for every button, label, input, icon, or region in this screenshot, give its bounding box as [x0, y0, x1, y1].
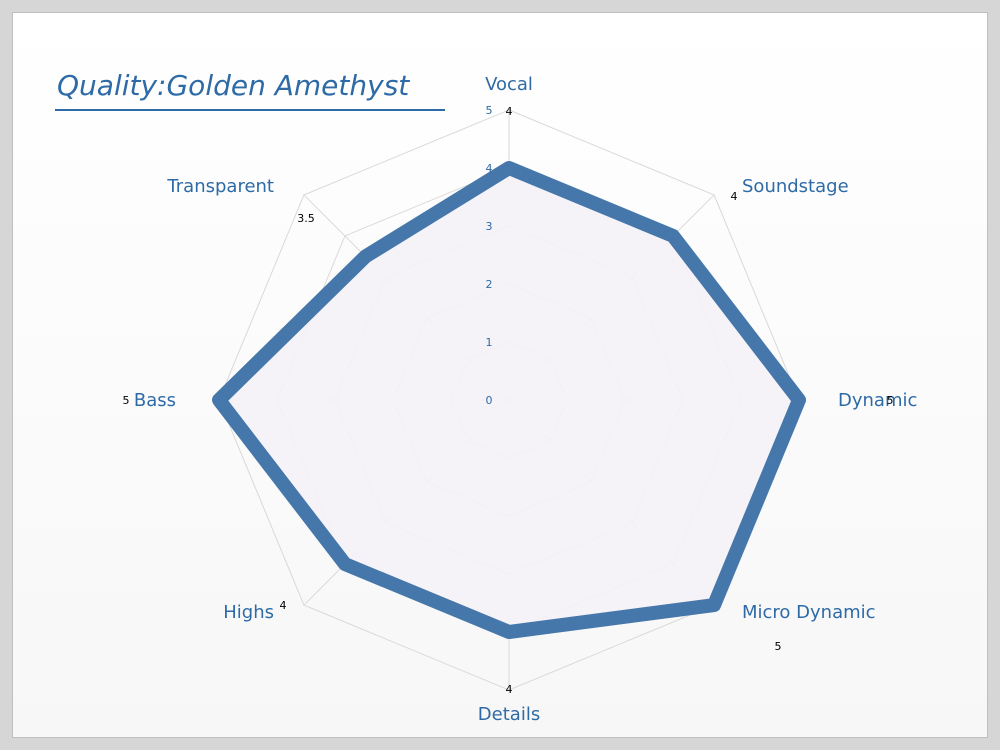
category-label-micro-dynamic: Micro Dynamic: [742, 602, 876, 623]
category-label-highs: Highs: [223, 602, 274, 623]
tick-label-0: 0: [486, 394, 493, 407]
data-label-6: 5: [123, 394, 130, 407]
series-point-5: [343, 563, 346, 566]
data-label-0: 4: [506, 105, 513, 118]
radial-ticks: 0 1 2 3 4 5: [486, 104, 493, 407]
chart-title: Quality:Golden Amethyst: [57, 69, 410, 102]
series-point-3: [713, 604, 716, 607]
category-label-transparent: Transparent: [166, 176, 274, 197]
series-point-4: [508, 631, 510, 633]
data-label-5: 4: [280, 599, 287, 612]
category-label-bass: Bass: [134, 390, 176, 411]
tick-label-3: 3: [486, 220, 493, 233]
data-label-1: 4: [731, 190, 738, 203]
category-label-vocal: Vocal: [485, 74, 533, 95]
series-point-1: [672, 234, 675, 237]
data-label-7: 3.5: [297, 212, 315, 225]
tick-label-4: 4: [486, 162, 493, 175]
series-point-2: [798, 399, 800, 401]
title-underline: [55, 109, 445, 111]
tick-label-5: 5: [486, 104, 493, 117]
series-point-0: [508, 167, 510, 169]
data-label-4: 4: [506, 683, 513, 696]
series-point-7: [364, 255, 367, 258]
category-label-details: Details: [478, 704, 540, 725]
series-line: [212, 161, 806, 639]
series-point-6: [218, 399, 220, 401]
category-label-soundstage: Soundstage: [742, 176, 849, 197]
tick-label-2: 2: [486, 278, 493, 291]
category-labels: Vocal Soundstage Dynamic Micro Dynamic Detai…: [134, 74, 918, 725]
data-label-3: 5: [775, 640, 782, 653]
category-label-dynamic: Dynamic: [838, 390, 917, 411]
radar-series: [212, 161, 806, 639]
tick-label-1: 1: [486, 336, 493, 349]
data-label-2: 5: [887, 394, 894, 407]
